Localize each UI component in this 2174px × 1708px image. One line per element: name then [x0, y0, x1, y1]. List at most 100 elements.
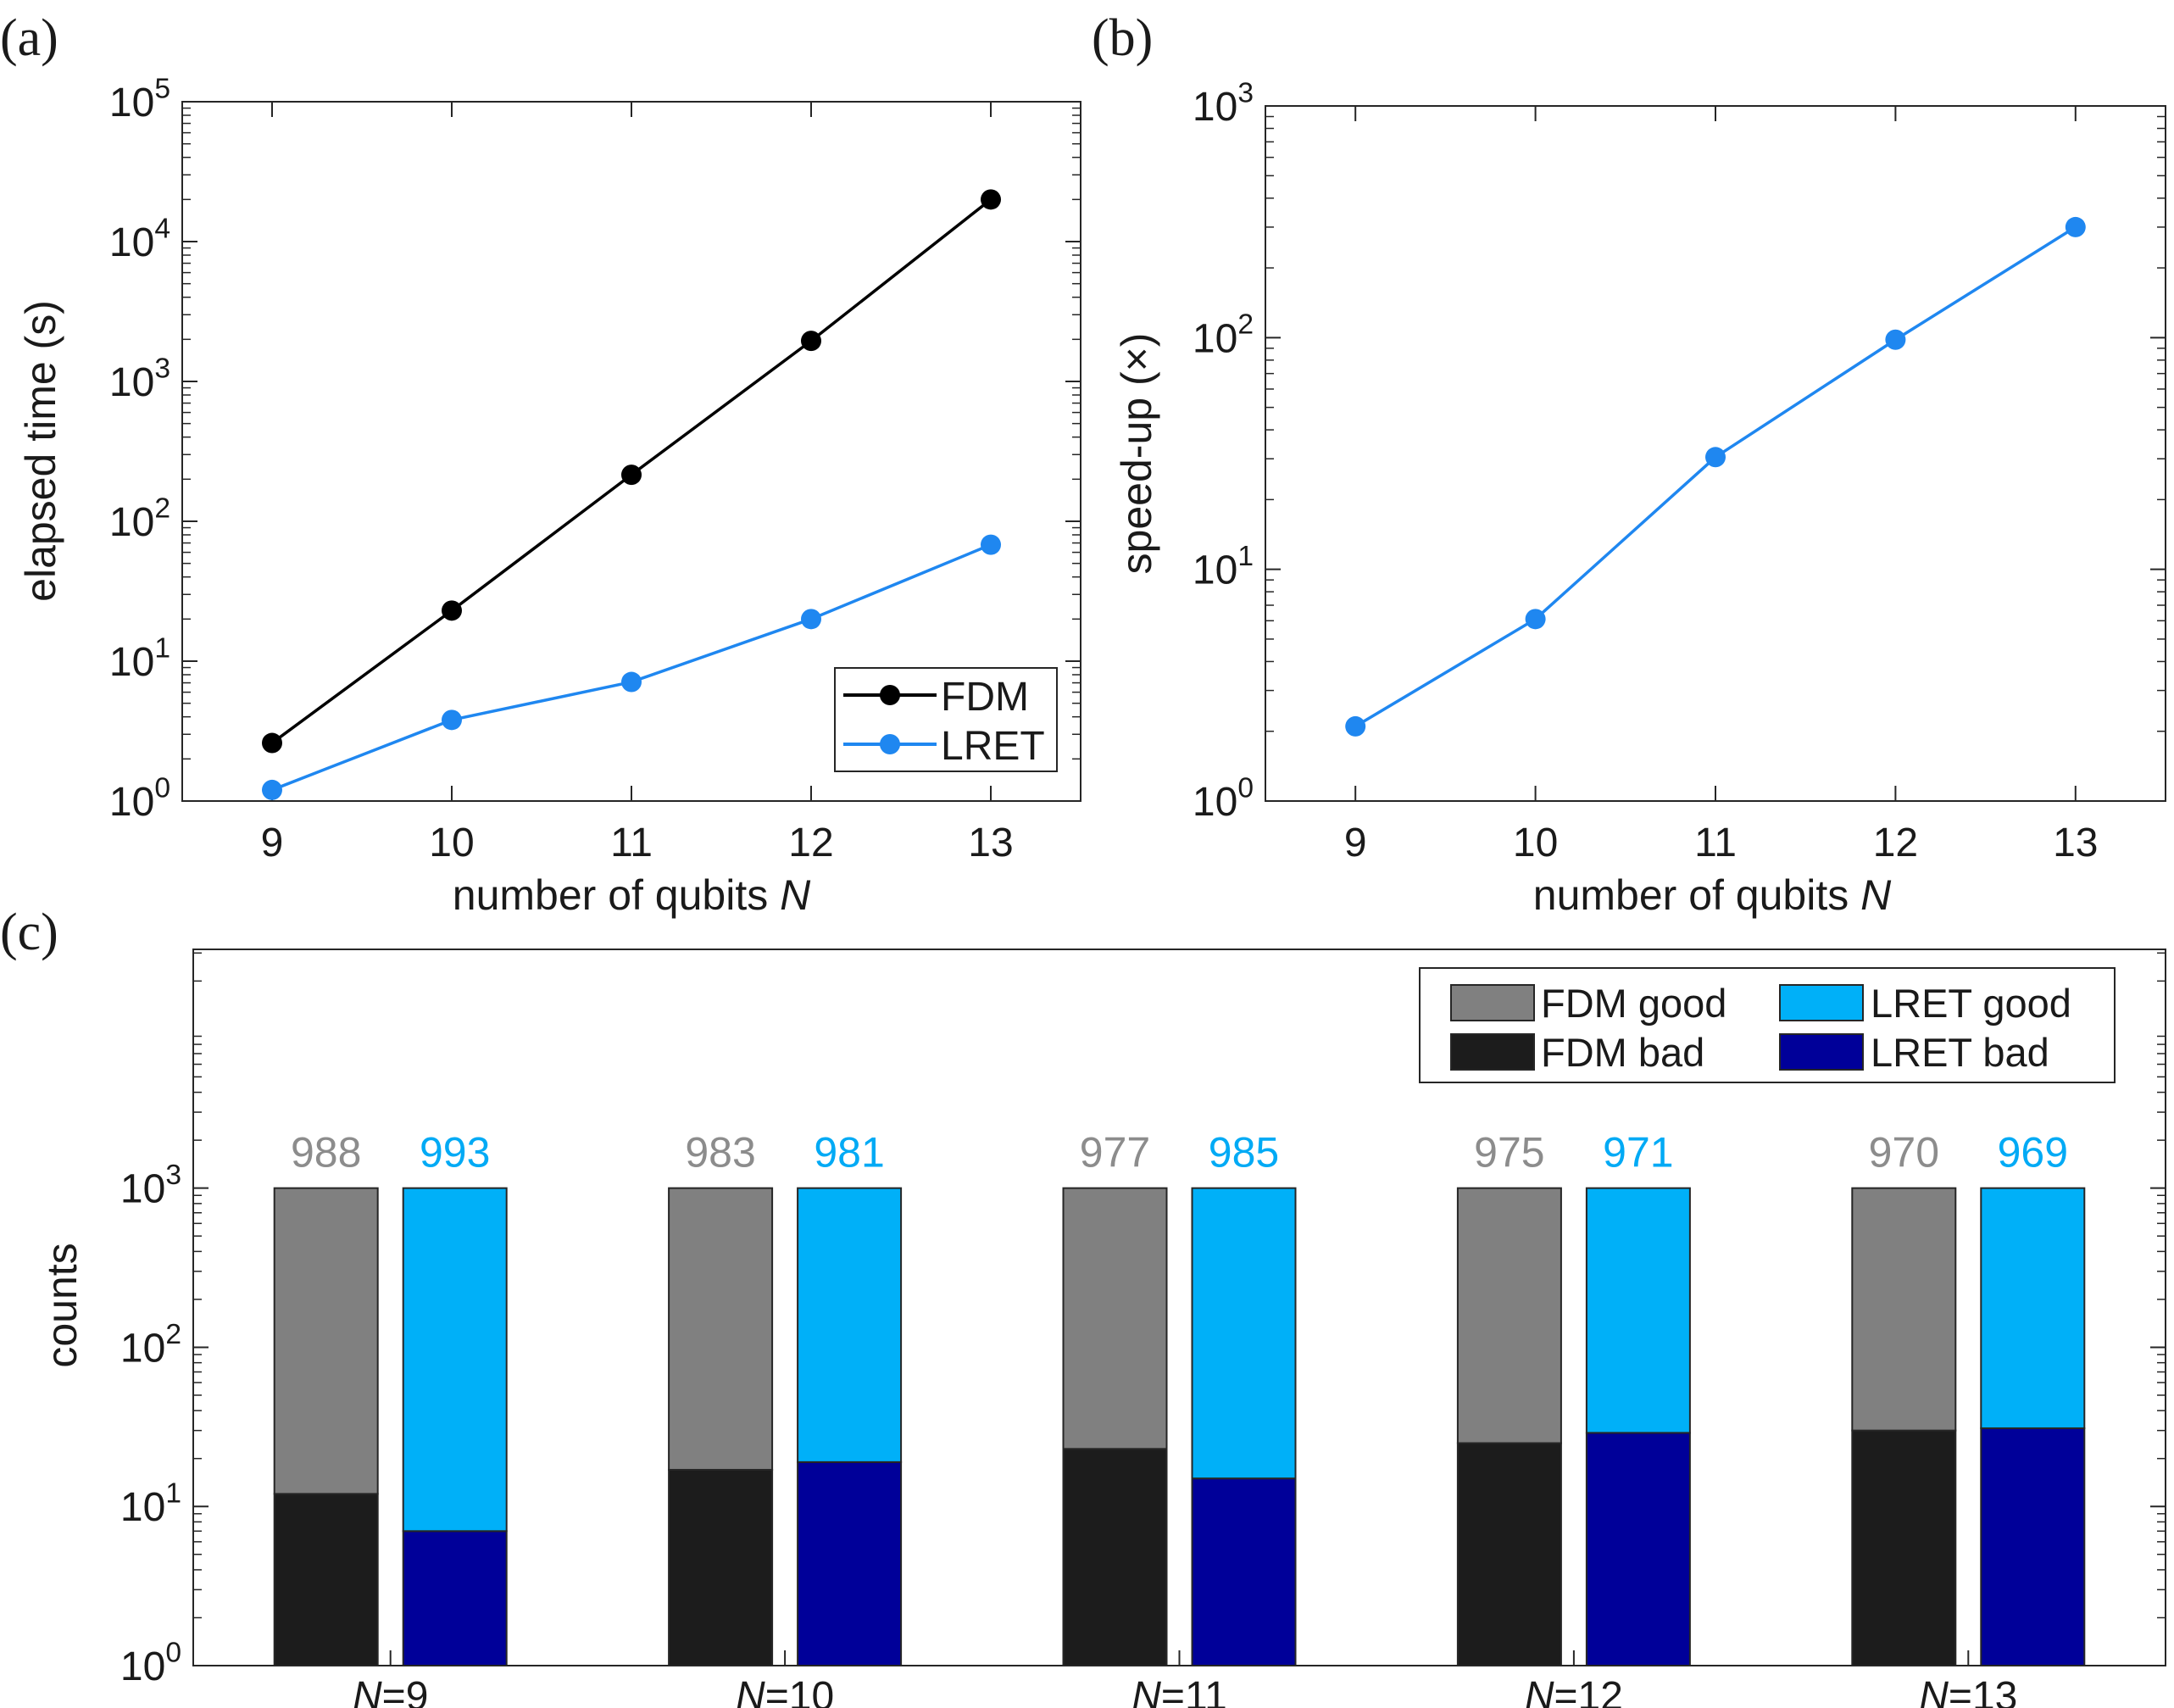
- panel-a-fdm-point: [981, 189, 1001, 210]
- panel-c-ytick-label: 103: [120, 1160, 181, 1212]
- fdm-bad-bar: [1851, 1429, 1957, 1666]
- panel-c-group-label: N=12: [1525, 1674, 1623, 1708]
- panel-a-fdm-point: [262, 732, 282, 754]
- panel-a-xtick-label: 13: [968, 821, 1013, 865]
- legend-lret-good-swatch: [1779, 984, 1864, 1021]
- panel-c-legend: FDM good LRET good FDM bad LRET bad: [1419, 967, 2116, 1083]
- lret-good-bar: [402, 1187, 508, 1533]
- panel-a-fdm-point: [621, 465, 642, 486]
- fdm-good-bar: [273, 1187, 379, 1495]
- panel-c-bar-chart: counts 100 101 102 103 N=9 N=10 N=11 N=12 N=13 9…: [38, 949, 2166, 1708]
- panel-a-xtick-label: 10: [429, 821, 474, 865]
- panel-a-xtick-label: 11: [610, 821, 653, 865]
- panel-a-fdm-point: [801, 331, 821, 352]
- lret-bad-bar: [1585, 1432, 1691, 1666]
- lret-good-bar: [1191, 1187, 1297, 1480]
- fdm-bad-bar: [1456, 1442, 1562, 1666]
- panel-b-xtick-label: 13: [2053, 821, 2098, 865]
- legend-lret-good-label: LRET good: [1871, 981, 2071, 1026]
- panel-a-xlabel: number of qubits N: [453, 871, 811, 919]
- panel-b-ytick-label: 102: [1193, 309, 1254, 362]
- panel-a-line-chart: elapsed time (s) number of qubits N 100 1…: [17, 73, 1081, 919]
- legend-lret-marker: [880, 734, 900, 754]
- lret-bad-bar: [1191, 1477, 1297, 1667]
- lret-good-count-label: 981: [814, 1129, 884, 1177]
- panel-a-ylabel: elapsed time (s): [17, 300, 64, 602]
- panel-b-speed-up-point: [2065, 216, 2086, 237]
- legend-fdm-good-swatch: [1450, 984, 1535, 1021]
- panel-a-xtick-label: 12: [788, 821, 833, 865]
- lret-good-bar: [797, 1187, 903, 1463]
- panel-a-fdm-point: [442, 600, 462, 621]
- legend-lret-bad-label: LRET bad: [1871, 1030, 2049, 1075]
- fdm-bad-bar: [668, 1468, 774, 1667]
- fdm-good-count-label: 970: [1869, 1129, 1939, 1177]
- panel-b-xtick-label: 12: [1873, 821, 1918, 865]
- panel-b-xlabel: number of qubits N: [1533, 871, 1892, 919]
- panel-b-label: (b): [1092, 9, 1153, 67]
- lret-good-bar: [1980, 1187, 2086, 1429]
- panel-b-xtick-label: 11: [1694, 821, 1737, 865]
- fdm-bad-bar: [273, 1493, 379, 1667]
- panel-c-ytick-label: 100: [120, 1637, 181, 1689]
- panel-c-label: (c): [0, 904, 58, 961]
- panel-c-group-label: N=11: [1131, 1674, 1227, 1708]
- fdm-bad-bar: [1062, 1448, 1168, 1666]
- lret-good-count-label: 993: [420, 1129, 490, 1177]
- panel-a-legend-box: [834, 667, 1058, 772]
- fdm-good-bar: [1062, 1187, 1168, 1450]
- fdm-good-bar: [1851, 1187, 1957, 1432]
- legend-fdm-label: FDM: [941, 675, 1029, 720]
- fdm-good-count-label: 983: [685, 1129, 755, 1177]
- panel-b-ytick-label: 103: [1193, 77, 1254, 130]
- lret-good-count-label: 985: [1209, 1129, 1279, 1177]
- legend-lret-bad-swatch: [1779, 1033, 1864, 1071]
- legend-fdm-good-label: FDM good: [1541, 981, 1726, 1026]
- panel-b-ytick-label: 100: [1193, 772, 1254, 825]
- fdm-good-count-label: 977: [1080, 1129, 1150, 1177]
- panel-b-speed-up-line: [1354, 225, 2077, 728]
- panel-a-ytick-label: 104: [109, 213, 170, 265]
- panel-a-lret-point: [621, 671, 642, 693]
- panel-b-speed-up-point: [1345, 715, 1366, 737]
- fdm-good-count-label: 975: [1474, 1129, 1544, 1177]
- panel-c-group-label: N=10: [736, 1674, 834, 1708]
- panel-a-ytick-label: 105: [109, 73, 170, 125]
- panel-b-xtick-label: 9: [1344, 821, 1367, 865]
- panel-a-ytick-label: 100: [109, 772, 170, 825]
- legend-fdm-bad-swatch: [1450, 1033, 1535, 1071]
- panel-b-xtick-label: 10: [1513, 821, 1558, 865]
- panel-c-group-label: N=9: [353, 1674, 428, 1708]
- fdm-good-count-label: 988: [291, 1129, 361, 1177]
- panel-a-lret-point: [262, 779, 282, 800]
- panel-a-label: (a): [0, 9, 58, 67]
- legend-lret-label: LRET: [941, 724, 1045, 769]
- panel-a-ytick-label: 102: [109, 492, 170, 545]
- legend-fdm-marker: [880, 685, 900, 705]
- lret-good-bar: [1585, 1187, 1691, 1434]
- panel-a-lret-point: [442, 709, 462, 731]
- panel-b-line-chart: speed-up (×) number of qubits N 100 101 10…: [1113, 77, 2166, 919]
- panel-b-ylabel: speed-up (×): [1113, 333, 1160, 575]
- lret-good-count-label: 969: [1998, 1129, 2068, 1177]
- panel-c-ytick-label: 102: [120, 1319, 181, 1371]
- panel-b-speed-up-point: [1885, 329, 1906, 350]
- lret-bad-bar: [1980, 1427, 2086, 1667]
- panel-c-legend-box: [1419, 967, 2116, 1083]
- lret-bad-bar: [402, 1530, 508, 1666]
- panel-b-ytick-label: 101: [1193, 541, 1254, 593]
- legend-fdm-bad-label: FDM bad: [1541, 1030, 1704, 1075]
- panel-b-speed-up-point: [1525, 609, 1546, 630]
- lret-bad-bar: [797, 1460, 903, 1667]
- panel-a-ytick-label: 101: [109, 632, 170, 685]
- panel-b-speed-up-point: [1705, 447, 1726, 468]
- panel-a-lret-point: [981, 534, 1001, 555]
- fdm-good-bar: [668, 1187, 774, 1471]
- panel-c-ylabel: counts: [38, 1243, 86, 1367]
- lret-good-count-label: 971: [1603, 1129, 1673, 1177]
- panel-c-group-label: N=13: [1919, 1674, 2017, 1708]
- panel-a-xtick-label: 9: [261, 821, 284, 865]
- panel-a-lret-point: [801, 609, 821, 630]
- fdm-good-bar: [1456, 1187, 1562, 1444]
